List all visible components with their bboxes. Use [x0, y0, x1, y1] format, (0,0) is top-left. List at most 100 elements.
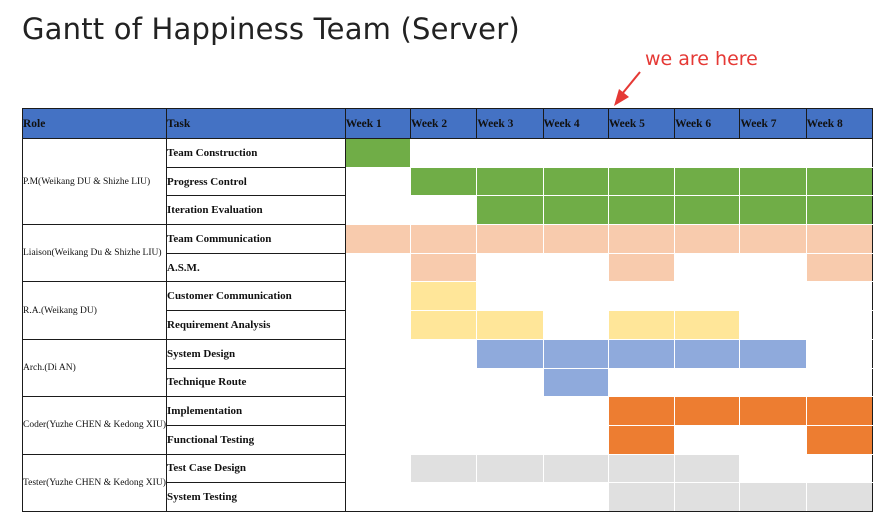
header-week-1: Week 1: [344, 108, 411, 139]
header-week-8: Week 8: [805, 108, 873, 139]
week-cell: [806, 454, 873, 484]
task-cell: Implementation: [166, 396, 346, 426]
gantt-bar-cell: [476, 339, 544, 369]
gantt-bar-cell: [410, 310, 478, 340]
week-cell: [345, 368, 411, 398]
week-cell: [674, 281, 741, 312]
week-cell: [739, 281, 807, 312]
week-cell: [345, 167, 411, 197]
task-cell: System Design: [166, 338, 346, 369]
gantt-bar-cell: [608, 425, 676, 455]
task-cell: Team Construction: [166, 138, 346, 168]
gantt-bar-cell: [674, 482, 741, 512]
gantt-bar-cell: [410, 253, 478, 283]
week-cell: [739, 138, 807, 168]
week-cell: [345, 339, 411, 369]
week-cell: [739, 454, 807, 484]
week-cell: [739, 310, 807, 340]
table-row: Liaison(Weikang Du & Shizhe LIU) Team Com…: [22, 224, 873, 283]
table-row: Functional Testing: [23, 424, 873, 455]
week-cell: [608, 281, 676, 312]
header-week-3: Week 3: [476, 108, 544, 139]
gantt-bar-cell: [739, 339, 807, 369]
gantt-bar-cell: [410, 167, 478, 197]
week-cell: [543, 253, 609, 283]
gantt-bar-cell: [345, 138, 411, 168]
role-cell: P.M(Weikang DU & Shizhe LIU): [22, 137, 167, 226]
week-cell: [476, 482, 544, 512]
table-row: Iteration Evaluation: [23, 195, 873, 226]
task-cell: System Testing: [166, 482, 346, 512]
table-row: Progress Control: [23, 166, 873, 197]
week-cell: [543, 281, 609, 312]
week-cell: [345, 454, 411, 484]
gantt-bar-cell: [674, 195, 741, 226]
gantt-bar-cell: [739, 167, 807, 197]
gantt-body: P.M(Weikang DU & Shizhe LIU) Team Constru…: [22, 137, 873, 512]
role-cell: R.A.(Weikang DU): [22, 281, 167, 340]
gantt-bar-cell: [674, 167, 741, 197]
gantt-bar-cell: [739, 195, 807, 226]
table-row: Technique Route: [23, 367, 873, 398]
gantt-bar-cell: [608, 396, 676, 426]
week-cell: [806, 310, 873, 340]
header-week-6: Week 6: [674, 108, 741, 139]
gantt-bar-cell: [410, 281, 478, 312]
table-row: Requirement Analysis: [23, 310, 873, 340]
gantt-bar-cell: [674, 454, 741, 484]
week-cell: [739, 368, 807, 398]
gantt-bar-cell: [739, 224, 807, 254]
table-row: System Testing: [23, 482, 873, 512]
week-cell: [806, 281, 873, 312]
week-cell: [543, 396, 609, 426]
role-cell: Arch.(Di AN): [22, 338, 167, 398]
header-row: Role Task Week 1 Week 2 Week 3 Week 4 We…: [22, 108, 873, 139]
gantt-bar-cell: [806, 224, 873, 254]
week-cell: [410, 195, 478, 226]
gantt-bar-cell: [674, 396, 741, 426]
week-cell: [476, 281, 544, 312]
week-cell: [476, 396, 544, 426]
arrow-icon: [614, 71, 641, 106]
week-cell: [410, 368, 478, 398]
week-cell: [674, 253, 741, 283]
week-cell: [806, 339, 873, 369]
week-cell: [608, 368, 676, 398]
gantt-bar-cell: [543, 454, 609, 484]
gantt-bar-cell: [608, 224, 676, 254]
gantt-bar-cell: [410, 454, 478, 484]
week-cell: [410, 425, 478, 455]
week-cell: [806, 368, 873, 398]
task-cell: Test Case Design: [166, 453, 346, 484]
gantt-bar-cell: [543, 368, 609, 398]
task-cell: Functional Testing: [166, 424, 346, 455]
task-cell: A.S.M.: [166, 252, 346, 283]
gantt-bar-cell: [806, 253, 873, 283]
week-cell: [608, 138, 676, 168]
gantt-bar-cell: [543, 195, 609, 226]
table-row: P.M(Weikang DU & Shizhe LIU) Team Constru…: [22, 137, 873, 226]
week-cell: [410, 482, 478, 512]
week-cell: [345, 396, 411, 426]
gantt-bar-cell: [476, 224, 544, 254]
gantt-bar-cell: [608, 310, 676, 340]
week-cell: [739, 425, 807, 455]
header-week-7: Week 7: [739, 108, 807, 139]
we-are-here-annotation: we are here: [645, 48, 758, 70]
week-cell: [410, 138, 478, 168]
header-week-5: Week 5: [607, 108, 676, 139]
week-cell: [345, 281, 411, 312]
role-cell: Tester(Yuzhe CHEN & Kedong XIU): [22, 453, 167, 512]
task-cell: Requirement Analysis: [166, 310, 346, 340]
gantt-bar-cell: [608, 454, 676, 484]
week-cell: [345, 195, 411, 226]
table-row: A.S.M.: [23, 252, 873, 283]
week-cell: [806, 138, 873, 168]
week-cell: [543, 310, 609, 340]
gantt-bar-cell: [608, 253, 676, 283]
week-cell: [476, 368, 544, 398]
gantt-bar-cell: [410, 224, 478, 254]
header-task: Task: [166, 108, 346, 139]
header-role: Role: [22, 108, 167, 139]
task-cell: Team Communication: [166, 224, 346, 254]
